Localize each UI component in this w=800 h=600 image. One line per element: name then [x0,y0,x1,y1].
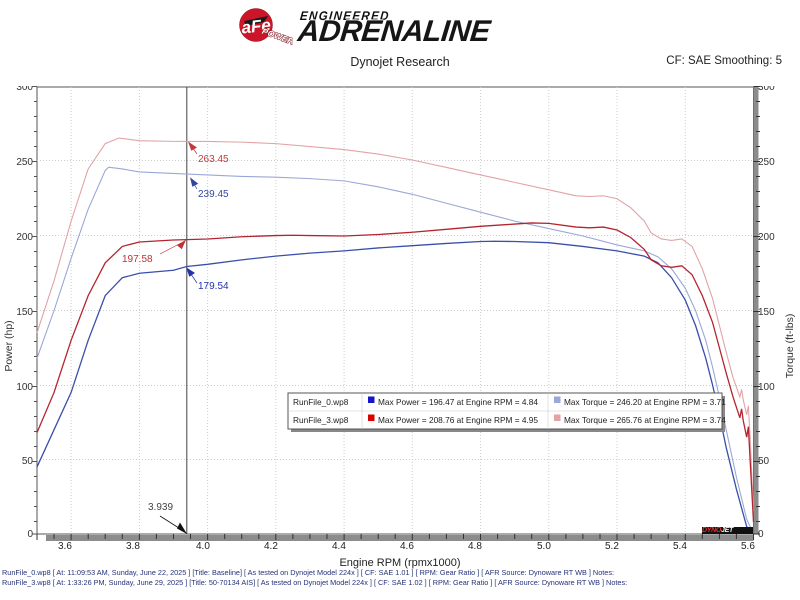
svg-text:RunFile_3.wp8: RunFile_3.wp8 [293,415,349,425]
svg-text:200: 200 [16,232,33,243]
svg-text:Torque (ft-lbs): Torque (ft-lbs) [784,314,796,379]
svg-text:Power (hp): Power (hp) [3,320,15,371]
svg-text:Max Torque = 265.76 at Engine: Max Torque = 265.76 at Engine RPM = 3.74 [564,415,726,425]
svg-text:200: 200 [758,232,775,243]
svg-text:Max Power = 196.47 at Engine R: Max Power = 196.47 at Engine RPM = 4.84 [378,397,538,407]
svg-text:197.58: 197.58 [122,254,153,265]
svg-text:150: 150 [758,307,775,318]
svg-text:3.939: 3.939 [148,502,173,513]
svg-text:100: 100 [16,382,33,393]
svg-text:Max Torque = 246.20 at Engine: Max Torque = 246.20 at Engine RPM = 3.71 [564,397,726,407]
svg-text:179.54: 179.54 [198,281,229,292]
svg-text:263.45: 263.45 [198,154,229,165]
svg-text:239.45: 239.45 [198,189,229,200]
svg-text:RunFile_0.wp8: RunFile_0.wp8 [293,397,349,407]
svg-text:Max Power = 208.76 at Engine R: Max Power = 208.76 at Engine RPM = 4.95 [378,415,538,425]
svg-text:250: 250 [16,157,33,168]
svg-text:150: 150 [16,307,33,318]
svg-text:POWER: POWER [261,26,293,47]
svg-text:100: 100 [758,382,775,393]
svg-text:300: 300 [16,86,33,93]
svg-text:300: 300 [758,86,775,93]
svg-text:250: 250 [758,157,775,168]
svg-text:50: 50 [22,456,34,467]
